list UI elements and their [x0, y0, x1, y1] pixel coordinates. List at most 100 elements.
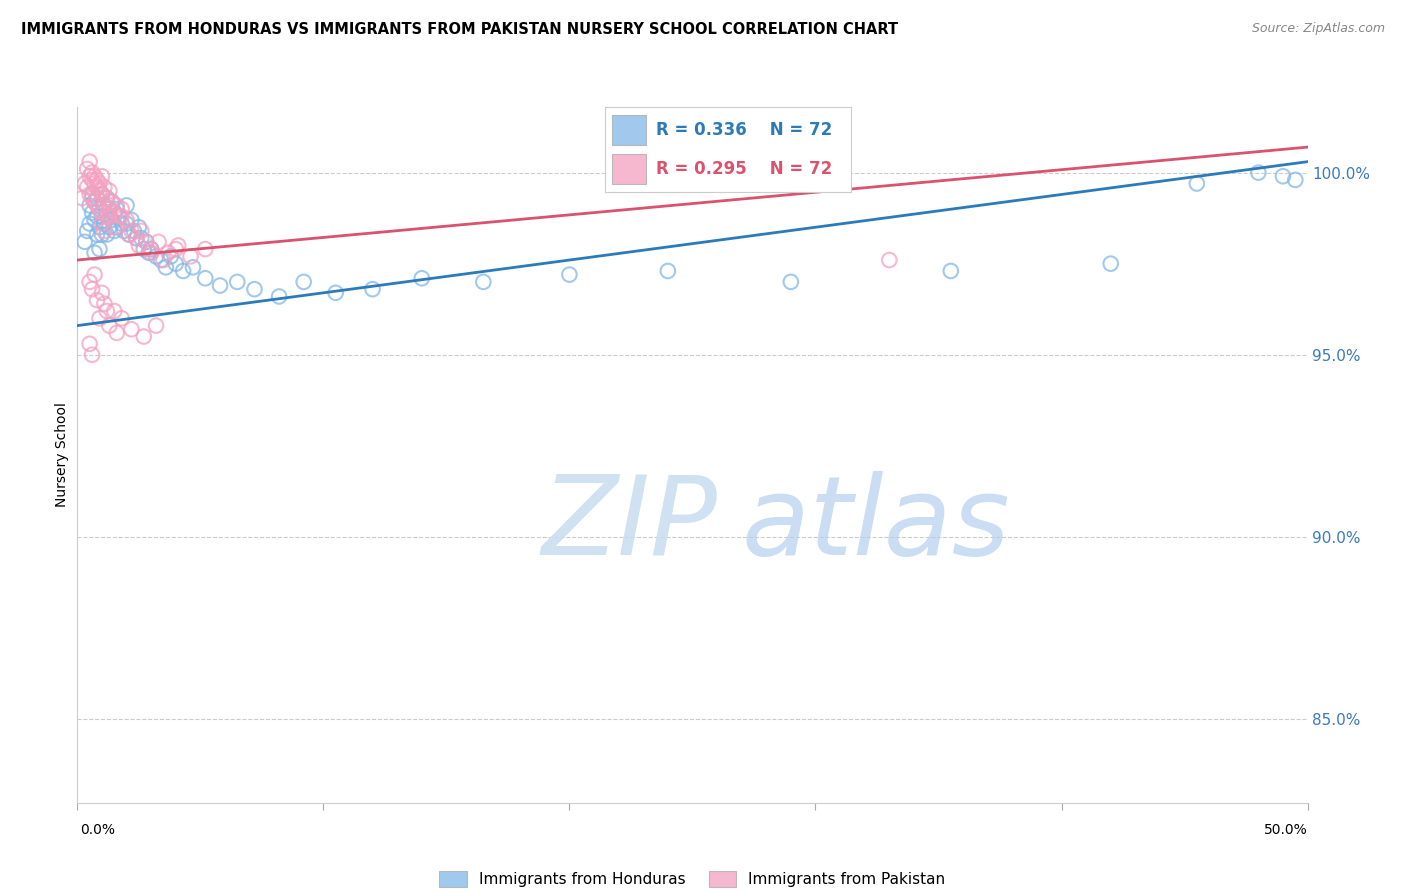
Point — [82, 173, 104, 187]
Bar — [612, 115, 647, 145]
Point — [160, 249, 183, 263]
Point — [181, 260, 204, 275]
Text: Source: ZipAtlas.com: Source: ZipAtlas.com — [1251, 22, 1385, 36]
Point — [79, 187, 101, 202]
Point — [129, 231, 153, 245]
Point — [98, 202, 121, 216]
Point — [141, 242, 163, 256]
Point — [93, 297, 115, 311]
Point — [138, 245, 160, 260]
Point — [83, 194, 105, 209]
Point — [79, 169, 101, 184]
Point — [165, 257, 187, 271]
Point — [73, 177, 96, 191]
Legend: Immigrants from Honduras, Immigrants from Pakistan: Immigrants from Honduras, Immigrants fro… — [433, 865, 952, 892]
Point — [98, 318, 121, 333]
Bar — [612, 153, 647, 184]
Point — [101, 194, 124, 209]
Point — [125, 231, 148, 245]
Point — [89, 184, 111, 198]
Point — [1185, 177, 1208, 191]
Point — [115, 198, 138, 212]
Point — [111, 210, 132, 224]
Point — [103, 304, 125, 318]
Point — [82, 166, 104, 180]
Point — [98, 184, 121, 198]
Point — [89, 202, 111, 216]
Point — [93, 217, 115, 231]
Point — [165, 242, 187, 256]
Point — [76, 224, 98, 238]
Point — [90, 210, 114, 224]
Point — [96, 210, 118, 224]
Point — [128, 238, 150, 252]
Point — [90, 187, 114, 202]
Point — [111, 217, 132, 231]
Point — [135, 235, 157, 249]
Point — [90, 285, 114, 300]
Point — [145, 318, 167, 333]
Point — [86, 198, 108, 212]
Point — [76, 161, 98, 176]
Point — [86, 180, 108, 194]
Point — [118, 227, 141, 242]
Point — [1284, 173, 1306, 187]
Point — [96, 210, 118, 224]
Point — [152, 253, 174, 268]
Point — [90, 217, 114, 231]
Point — [115, 213, 138, 227]
Point — [105, 198, 128, 212]
Point — [243, 282, 266, 296]
Point — [83, 194, 105, 209]
Point — [141, 245, 163, 260]
Point — [105, 220, 128, 235]
Point — [108, 210, 131, 224]
Point — [129, 224, 153, 238]
Point — [112, 224, 135, 238]
Point — [86, 191, 108, 205]
Point — [93, 198, 115, 212]
Text: ZIP: ZIP — [541, 471, 717, 578]
Point — [132, 242, 155, 256]
Point — [194, 271, 217, 285]
Point — [269, 289, 291, 303]
Point — [108, 210, 131, 224]
Text: R = 0.336    N = 72: R = 0.336 N = 72 — [657, 121, 832, 139]
Point — [1099, 257, 1122, 271]
Point — [90, 187, 114, 202]
Point — [89, 242, 111, 256]
Point — [132, 329, 155, 343]
Point — [125, 231, 148, 245]
Point — [155, 260, 177, 275]
Point — [121, 213, 143, 227]
Point — [98, 220, 121, 235]
Point — [82, 348, 104, 362]
Point — [86, 173, 108, 187]
Point — [209, 278, 232, 293]
Point — [135, 235, 157, 249]
Point — [79, 275, 101, 289]
Y-axis label: Nursery School: Nursery School — [55, 402, 69, 508]
Point — [111, 311, 132, 326]
Point — [879, 253, 901, 268]
Point — [86, 293, 108, 307]
Text: R = 0.295    N = 72: R = 0.295 N = 72 — [657, 160, 832, 178]
Point — [325, 285, 347, 300]
Point — [105, 202, 128, 216]
Point — [118, 227, 141, 242]
Point — [1272, 169, 1295, 184]
Point — [82, 282, 104, 296]
Point — [93, 180, 115, 194]
Point — [79, 198, 101, 212]
Point — [86, 210, 108, 224]
Point — [141, 242, 163, 256]
Point — [148, 235, 170, 249]
Point — [558, 268, 581, 282]
Point — [657, 264, 679, 278]
Point — [90, 227, 114, 242]
Point — [82, 205, 104, 219]
Point — [115, 217, 138, 231]
Point — [90, 169, 114, 184]
Point — [70, 191, 93, 205]
Point — [96, 191, 118, 205]
